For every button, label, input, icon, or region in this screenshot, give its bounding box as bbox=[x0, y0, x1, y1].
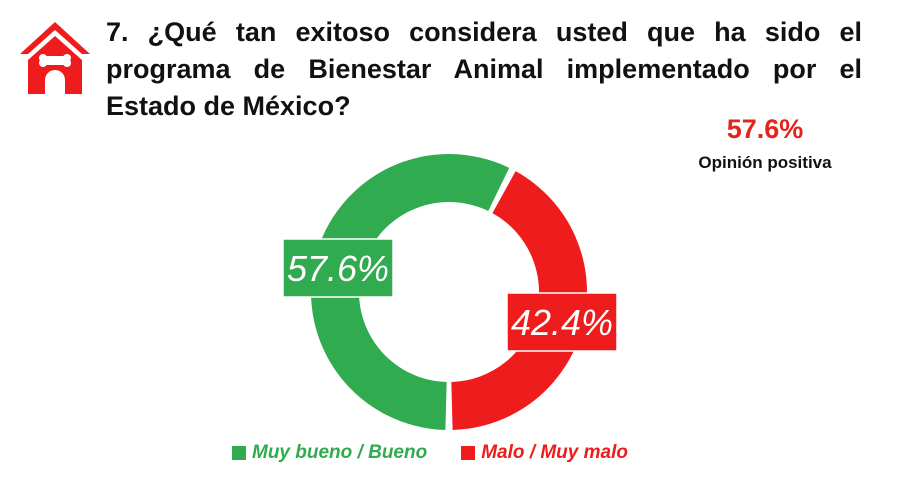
legend-swatch-negative bbox=[461, 446, 476, 460]
legend-label-positive: Muy bueno / Bueno bbox=[252, 442, 428, 463]
question-title: 7. ¿Qué tan exitoso considera usted que … bbox=[106, 17, 862, 121]
donut-slice-positive bbox=[310, 154, 510, 430]
legend-item-positive: Muy bueno / Bueno bbox=[232, 442, 427, 464]
data-label-negative: 42.4% bbox=[506, 292, 618, 352]
data-label-negative-text: 42.4% bbox=[511, 302, 613, 343]
positive-opinion-summary: 57.6% Opinión positiva bbox=[660, 112, 870, 176]
legend-swatch-positive bbox=[232, 446, 246, 460]
positive-opinion-value: 57.6% bbox=[726, 114, 804, 144]
legend-item-negative: Malo / Muy malo bbox=[461, 442, 628, 464]
positive-opinion-label: Opinión positiva bbox=[698, 153, 832, 172]
legend-label-negative: Malo / Muy malo bbox=[481, 442, 628, 463]
donut-slice-negative bbox=[451, 171, 587, 430]
dog-house-icon bbox=[20, 22, 90, 94]
data-label-positive: 57.6% bbox=[282, 238, 394, 298]
chart-legend: Muy bueno / Bueno Malo / Muy malo bbox=[232, 439, 672, 467]
data-label-positive-text: 57.6% bbox=[287, 248, 389, 289]
